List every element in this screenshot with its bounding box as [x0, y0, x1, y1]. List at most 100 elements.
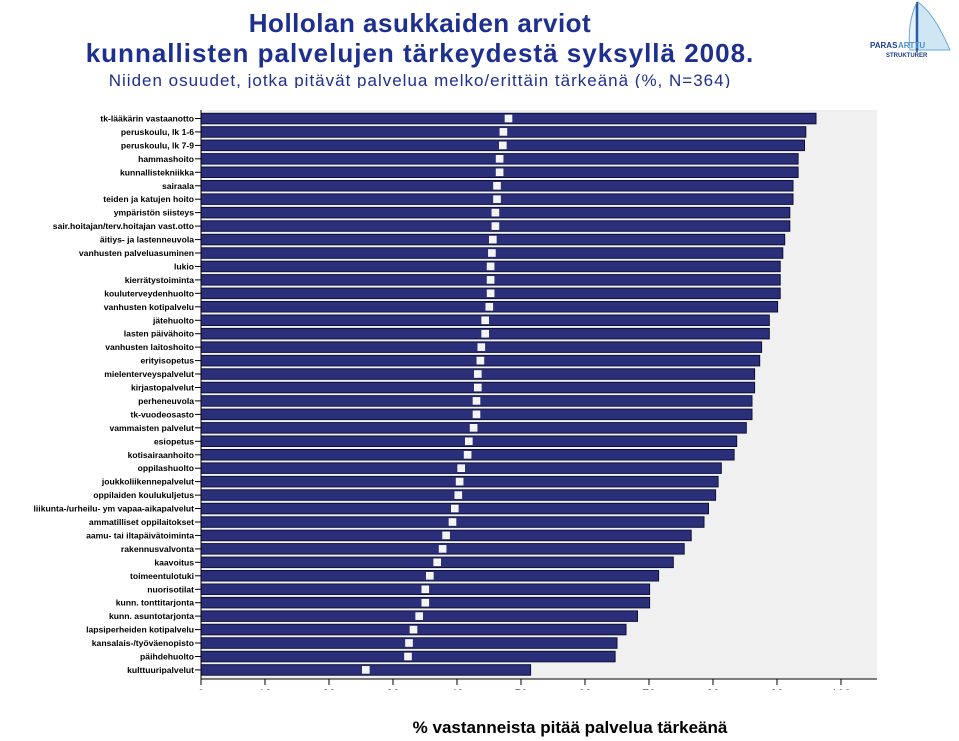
- bar-value-marker: [488, 249, 496, 257]
- bar-value-marker: [473, 383, 482, 392]
- bar-value-marker: [463, 450, 472, 459]
- category-label: ammatilliset oppilaitokset: [89, 517, 194, 527]
- category-label: oppilashuolto: [138, 463, 194, 473]
- x-tick-label: 100: [831, 687, 851, 690]
- bar-value-marker: [361, 666, 370, 674]
- x-axis-label: % vastanneista pitää palvelua tärkeänä: [412, 718, 728, 737]
- category-label: rakennusvalvonta: [121, 544, 194, 554]
- bar-value-marker: [498, 141, 507, 150]
- bar-value-marker: [405, 639, 413, 647]
- bar-value-marker: [464, 437, 473, 446]
- category-label: vammaisten palvelut: [109, 423, 194, 433]
- bar-value-marker: [404, 652, 412, 661]
- x-tick-label: 90: [770, 687, 784, 690]
- bar-value-marker: [409, 625, 418, 634]
- category-label: aamu- tai iltapäivätoiminta: [86, 530, 194, 540]
- category-label: kierrätystoiminta: [125, 275, 194, 285]
- bar-value-marker: [504, 114, 513, 123]
- category-label: erityisopetus: [141, 356, 195, 366]
- bar-value-marker: [472, 410, 481, 419]
- category-label: lukio: [174, 261, 194, 271]
- x-tick-label: 50: [514, 687, 528, 690]
- category-label: lapsiperheiden kotipalvelu: [86, 625, 194, 635]
- chart-subtitle: Niiden osuudet, jotka pitävät palvelua m…: [108, 71, 732, 88]
- x-tick-label: 30: [386, 687, 400, 690]
- category-label: vanhusten palveluasuminen: [79, 248, 194, 258]
- category-label: kunn. tonttitarjonta: [116, 598, 195, 608]
- bar-value-marker: [481, 329, 490, 338]
- category-label: peruskoulu, lk 1-6: [121, 127, 194, 137]
- category-label: hammashoito: [138, 154, 194, 164]
- category-label: äitiys- ja lastenneuvola: [100, 235, 194, 245]
- bar-value-marker: [450, 504, 459, 513]
- category-label: tk-vuodeosasto: [130, 409, 194, 419]
- category-label: sair.hoitajan/terv.hoitajan vast.otto: [53, 221, 194, 231]
- category-label: päihdehuolto: [140, 652, 194, 662]
- bar-value-marker: [415, 612, 424, 620]
- category-label: tk-lääkärin vastaanotto: [100, 114, 194, 124]
- bar-value-marker: [495, 168, 504, 177]
- bar-value-marker: [485, 303, 494, 311]
- bar-value-marker: [493, 195, 501, 203]
- x-tick-label: 80: [706, 687, 720, 690]
- bar-value-marker: [476, 356, 485, 365]
- bar-value-marker: [472, 397, 481, 405]
- category-label: lasten päivähoito: [124, 329, 194, 339]
- bar-value-marker: [495, 154, 504, 163]
- category-label: vanhusten laitoshoito: [105, 342, 194, 352]
- bar-value-marker: [486, 276, 495, 284]
- bar-value-marker: [486, 262, 495, 271]
- bar-value-marker: [433, 558, 442, 567]
- category-label: teiden ja katujen hoito: [103, 194, 194, 204]
- category-label: kouluterveydenhuolto: [104, 288, 194, 298]
- x-tick-label: 0: [198, 687, 205, 690]
- bar-value-marker: [455, 477, 464, 486]
- bar-value-marker: [448, 518, 457, 526]
- bar-value-marker: [486, 289, 495, 298]
- x-tick-label: 40: [450, 687, 464, 690]
- category-label: joukkoliikennepalvelut: [101, 477, 194, 487]
- x-tick-label: 10: [258, 687, 272, 690]
- bar-value-marker: [477, 343, 486, 351]
- category-label: perheneuvola: [138, 396, 194, 406]
- paras-arttu-logo: PARAS ARTTU STRUKTURER: [870, 1, 951, 59]
- bar-value-marker: [491, 222, 500, 230]
- bar-value-marker: [438, 545, 447, 553]
- category-label: esiopetus: [154, 436, 194, 446]
- category-label: kunn. asuntotarjonta: [109, 611, 194, 621]
- logo-text-arttu: ARTTU: [898, 41, 925, 50]
- category-label: vanhusten kotipalvelu: [104, 302, 194, 312]
- category-label: nuorisotilat: [147, 584, 194, 594]
- category-label: jätehuolto: [152, 315, 194, 325]
- bar-value-marker: [454, 491, 463, 499]
- bar-value-marker: [488, 235, 497, 244]
- bar-value-marker: [493, 182, 501, 190]
- category-label: kunnallistekniikka: [120, 167, 194, 177]
- chart-title-line2: kunnallisten palvelujen tärkeydestä syks…: [85, 38, 755, 68]
- bar-value-marker: [491, 208, 500, 217]
- bar-value-marker: [457, 464, 466, 473]
- category-label: liikunta-/urheilu- ym vapaa-aikapalvelut: [34, 504, 195, 514]
- category-label: kulttuuripalvelut: [127, 665, 194, 675]
- bar-chart: tk-lääkärin vastaanotto peruskoulu, lk 1-…: [34, 110, 877, 690]
- category-label: kansalais-/työväenopisto: [92, 638, 194, 648]
- category-label: peruskoulu, lk 7-9: [121, 140, 194, 150]
- sail-icon: [917, 1, 951, 51]
- category-label: kirjastopalvelut: [131, 383, 194, 393]
- bar-value-marker: [499, 128, 508, 136]
- bar-value-marker: [473, 370, 482, 378]
- x-tick-label: 20: [322, 687, 336, 690]
- category-label: kaavoitus: [154, 557, 194, 567]
- bar-value-marker: [425, 571, 434, 580]
- category-label: sairaala: [162, 181, 194, 191]
- logo-text-paras: PARAS: [870, 41, 898, 50]
- x-tick-label: 70: [642, 687, 656, 690]
- category-label: oppilaiden koulukuljetus: [93, 490, 194, 500]
- x-tick-label: 60: [578, 687, 592, 690]
- bar-value-marker: [469, 423, 478, 432]
- category-label: mielenterveyspalvelut: [104, 369, 194, 379]
- logo-text-strukturer: STRUKTURER: [886, 53, 928, 59]
- bar-value-marker: [421, 598, 430, 607]
- category-label: kotisairaanhoito: [128, 450, 194, 460]
- bar-value-marker: [421, 585, 430, 594]
